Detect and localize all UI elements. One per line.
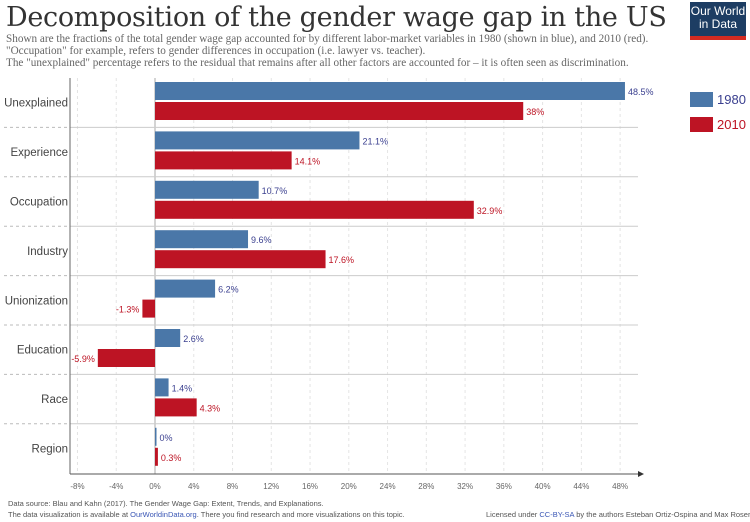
data-label-1980: 0% [160,433,173,443]
owid-link[interactable]: OurWorldinData.org [130,510,197,519]
availability-note: The data visualization is available at O… [8,510,405,519]
license-link[interactable]: CC-BY-SA [539,510,575,519]
data-label-1980: 10.7% [262,186,288,196]
bar-1980 [155,180,259,199]
data-label-2010: 32.9% [477,206,503,216]
data-label-1980: 21.1% [362,136,388,146]
x-tick-label: -8% [70,482,84,491]
data-label-1980: 6.2% [218,285,239,295]
x-tick-label: 44% [573,482,589,491]
bar-1980 [155,82,625,100]
bar-1980 [155,279,216,298]
data-label-1980: 2.6% [183,334,204,344]
x-tick-label: 36% [496,482,512,491]
x-tick-label: 12% [263,482,279,491]
data-label-1980: 9.6% [251,235,272,245]
x-tick-label: 40% [535,482,551,491]
category-label: Occupation [10,197,68,209]
data-label-2010: 38% [526,107,544,117]
bar-2010 [155,250,326,269]
x-tick-label: 48% [612,482,628,491]
x-tick-label: -4% [109,482,123,491]
availability-suffix: . There you find research and more visua… [196,510,405,519]
category-label: Race [41,394,68,406]
bar-1980 [155,427,157,446]
bar-1980 [155,230,249,249]
data-label-2010: 14.1% [295,156,321,166]
bar-2010 [155,200,474,219]
data-label-1980: 1.4% [172,383,193,393]
category-label: Unionization [5,295,68,307]
x-tick-label: 0% [149,482,161,491]
x-tick-label: 4% [188,482,200,491]
x-tick-label: 24% [380,482,396,491]
owid-logo[interactable]: Our World in Data [690,2,746,40]
data-label-2010: -5.9% [71,354,95,364]
subtitle-line-3: The "unexplained" percentage refers to t… [6,57,629,69]
license-suffix: by the authors Esteban Ortiz-Ospina and … [574,510,750,519]
category-label: Unexplained [4,98,68,110]
license-prefix: Licensed under [486,510,540,519]
category-label: Region [32,444,68,456]
x-tick-label: 20% [341,482,357,491]
x-axis-arrow [638,471,644,477]
bar-2010 [142,299,155,318]
availability-prefix: The data visualization is available at [8,510,131,519]
category-label: Education [17,345,68,357]
bar-2010 [155,398,197,417]
bar-2010 [97,349,155,367]
data-label-2010: 4.3% [200,403,221,413]
category-label: Industry [27,246,68,258]
bar-1980 [155,329,181,347]
logo-line-2: in Data [698,17,738,31]
data-source: Data source: Blau and Kahn (2017). The G… [8,499,324,508]
x-tick-label: 16% [302,482,318,491]
legend-label-2010: 2010 [717,117,746,132]
bar-1980 [155,131,360,150]
category-label: Experience [10,147,68,159]
bar-2010 [155,102,524,120]
legend-swatch-2010 [690,117,713,132]
x-tick-label: 32% [457,482,473,491]
bar-2010 [155,151,292,170]
legend-swatch-1980 [690,92,713,107]
x-tick-label: 28% [418,482,434,491]
subtitle-line-1: Shown are the fractions of the total gen… [6,33,649,45]
data-label-2010: 0.3% [161,453,182,463]
data-label-2010: -1.3% [116,305,140,315]
subtitle-line-2: "Occupation" for example, refers to gend… [6,45,426,57]
logo-line-1: Our World [690,4,746,18]
data-label-1980: 48.5% [628,87,654,97]
legend-label-1980: 1980 [717,92,746,107]
chart-title: Decomposition of the gender wage gap in … [6,2,667,33]
x-tick-label: 8% [227,482,239,491]
bar-2010 [155,447,158,466]
license-note: Licensed under CC-BY-SA by the authors E… [486,510,750,519]
bar-1980 [155,378,169,397]
data-label-2010: 17.6% [329,255,355,265]
